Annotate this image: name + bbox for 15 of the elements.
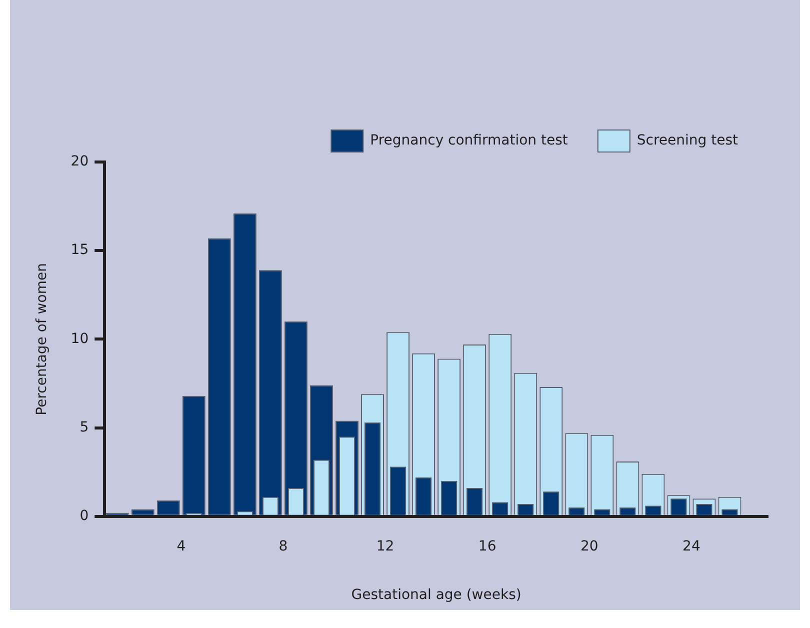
x-tick-label: 8	[278, 538, 288, 554]
legend-label: Screening test	[636, 132, 739, 149]
x-axis-title: Gestational age (weeks)	[351, 587, 522, 604]
y-axis-title: Percentage of women	[34, 263, 50, 416]
x-tick-label: 20	[580, 538, 598, 554]
x-tick-label: 12	[376, 538, 394, 554]
legend-label: Pregnancy confirmation test	[370, 132, 568, 149]
y-tick-label: 15	[70, 242, 89, 258]
y-tick-label: 0	[80, 508, 89, 524]
x-tick-label: 16	[478, 538, 496, 554]
y-tick-label: 10	[70, 330, 89, 347]
y-tick-label: 5	[80, 419, 89, 436]
x-tick-label: 4	[176, 538, 186, 554]
y-tick-label: 20	[70, 154, 89, 170]
x-tick-label: 24	[682, 538, 700, 554]
